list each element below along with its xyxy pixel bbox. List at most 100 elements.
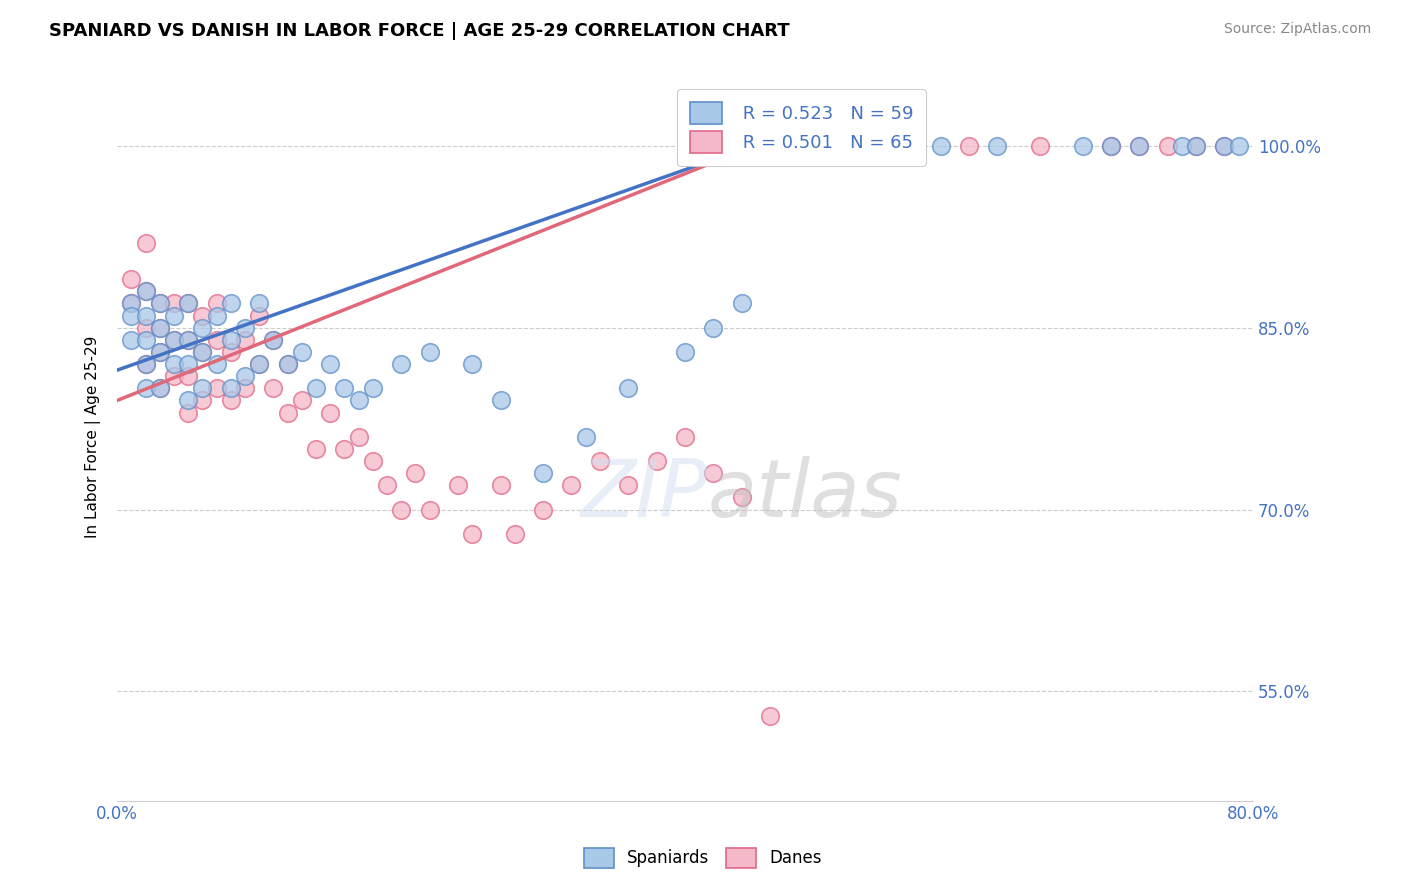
Point [489, 393, 512, 408]
Point [177, 333, 200, 347]
Point [135, 285, 157, 299]
Point [1071, 138, 1094, 153]
Point [219, 381, 242, 395]
Point [1156, 138, 1178, 153]
Point [205, 309, 228, 323]
Point [219, 333, 242, 347]
Point [233, 381, 256, 395]
Point [589, 454, 612, 468]
Point [191, 309, 214, 323]
Point [177, 296, 200, 310]
Point [149, 296, 172, 310]
Point [291, 393, 314, 408]
Point [135, 357, 157, 371]
Point [277, 405, 299, 419]
Point [121, 296, 143, 310]
Point [361, 381, 384, 395]
Point [247, 357, 270, 371]
Point [1128, 138, 1150, 153]
Point [205, 381, 228, 395]
Point [149, 345, 172, 359]
Point [389, 502, 412, 516]
Point [759, 708, 782, 723]
Point [731, 296, 754, 310]
Point [419, 345, 441, 359]
Point [531, 466, 554, 480]
Point [163, 357, 186, 371]
Point [1029, 138, 1052, 153]
Point [1099, 138, 1122, 153]
Point [461, 357, 484, 371]
Point [645, 454, 668, 468]
Point [163, 333, 186, 347]
Point [247, 309, 270, 323]
Point [177, 357, 200, 371]
Point [957, 138, 980, 153]
Text: Source: ZipAtlas.com: Source: ZipAtlas.com [1223, 22, 1371, 37]
Point [489, 478, 512, 492]
Text: ZIP: ZIP [581, 456, 707, 534]
Point [673, 345, 696, 359]
Point [673, 430, 696, 444]
Point [447, 478, 470, 492]
Point [177, 296, 200, 310]
Point [1171, 138, 1194, 153]
Point [177, 369, 200, 384]
Point [461, 526, 484, 541]
Point [929, 138, 952, 153]
Point [191, 393, 214, 408]
Point [1227, 138, 1250, 153]
Legend:  R = 0.523   N = 59,  R = 0.501   N = 65: R = 0.523 N = 59, R = 0.501 N = 65 [678, 89, 927, 166]
Point [361, 454, 384, 468]
Point [121, 309, 143, 323]
Text: SPANIARD VS DANISH IN LABOR FORCE | AGE 25-29 CORRELATION CHART: SPANIARD VS DANISH IN LABOR FORCE | AGE … [49, 22, 790, 40]
Point [1099, 138, 1122, 153]
Point [205, 333, 228, 347]
Point [163, 296, 186, 310]
Point [503, 526, 526, 541]
Point [219, 393, 242, 408]
Point [135, 357, 157, 371]
Point [291, 345, 314, 359]
Point [149, 296, 172, 310]
Point [163, 333, 186, 347]
Point [389, 357, 412, 371]
Point [149, 320, 172, 334]
Point [333, 381, 356, 395]
Point [617, 381, 640, 395]
Point [305, 442, 328, 456]
Point [135, 381, 157, 395]
Point [617, 478, 640, 492]
Point [702, 320, 724, 334]
Point [191, 320, 214, 334]
Text: atlas: atlas [707, 456, 903, 534]
Point [219, 296, 242, 310]
Point [319, 357, 342, 371]
Point [191, 345, 214, 359]
Point [219, 345, 242, 359]
Point [149, 320, 172, 334]
Point [575, 430, 598, 444]
Point [531, 502, 554, 516]
Point [135, 235, 157, 250]
Point [149, 381, 172, 395]
Point [277, 357, 299, 371]
Point [319, 405, 342, 419]
Point [135, 309, 157, 323]
Point [375, 478, 398, 492]
Point [560, 478, 582, 492]
Point [205, 357, 228, 371]
Point [1213, 138, 1236, 153]
Point [135, 333, 157, 347]
Point [333, 442, 356, 456]
Point [347, 430, 370, 444]
Point [177, 405, 200, 419]
Point [1213, 138, 1236, 153]
Point [262, 381, 284, 395]
Point [262, 333, 284, 347]
Point [419, 502, 441, 516]
Legend: Spaniards, Danes: Spaniards, Danes [578, 841, 828, 875]
Point [163, 369, 186, 384]
Point [177, 333, 200, 347]
Point [1185, 138, 1208, 153]
